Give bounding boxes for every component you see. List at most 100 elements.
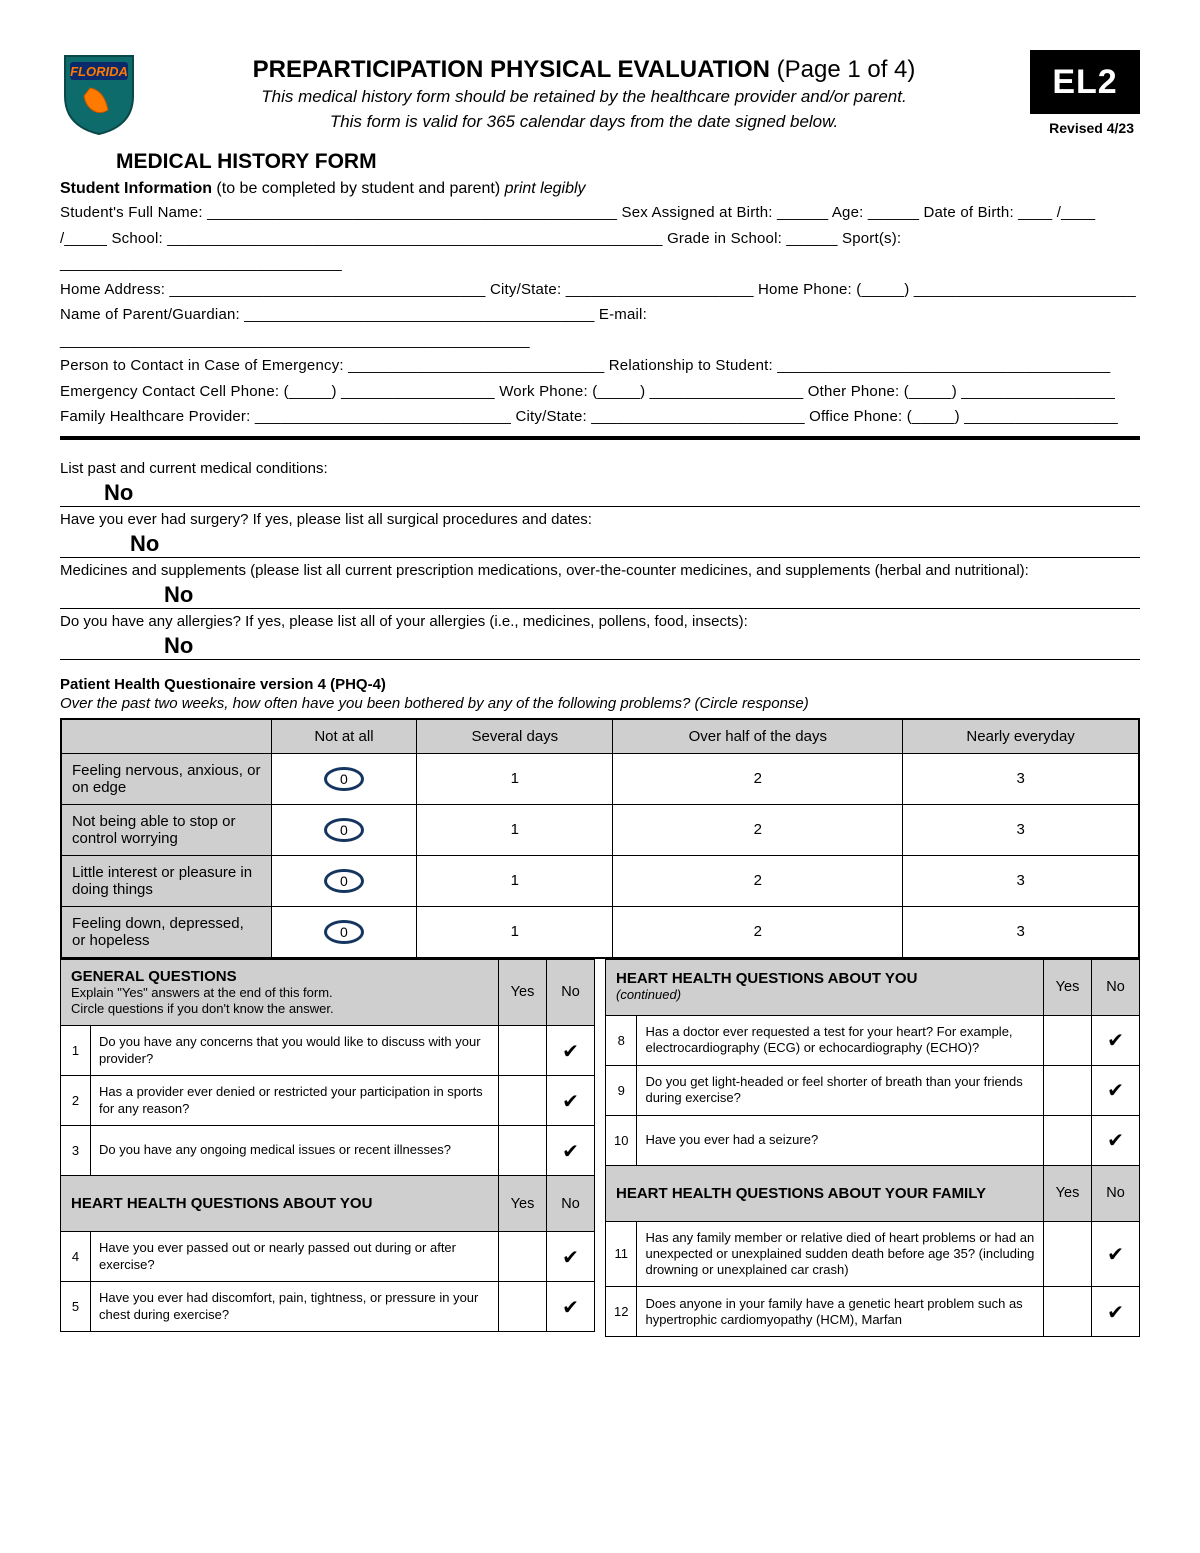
heart-you-title: HEART HEALTH QUESTIONS ABOUT YOU [71, 1195, 488, 1212]
q-yes[interactable] [1044, 1115, 1092, 1165]
page-title: PREPARTICIPATION PHYSICAL EVALUATION (Pa… [156, 56, 1012, 84]
q-num: 3 [61, 1126, 91, 1176]
circled-response: 0 [324, 869, 364, 893]
phq-cell[interactable]: 2 [613, 753, 903, 804]
field-line-7[interactable]: Person to Contact in Case of Emergency: … [60, 353, 1140, 379]
q-yes[interactable] [499, 1232, 547, 1282]
free-a2-line[interactable]: No [60, 532, 1140, 558]
phq-row-2: Little interest or pleasure in doing thi… [61, 855, 1139, 906]
heart-you-header: HEART HEALTH QUESTIONS ABOUT YOU [61, 1176, 499, 1232]
q-no[interactable] [1092, 1287, 1140, 1337]
phq-cell[interactable]: 1 [417, 855, 613, 906]
phq-cell[interactable]: 0 [271, 804, 417, 855]
free-q4: Do you have any allergies? If yes, pleas… [60, 613, 1140, 630]
phq-cell[interactable]: 0 [271, 906, 417, 958]
phq-cell[interactable]: 1 [417, 906, 613, 958]
field-line-1[interactable]: Student's Full Name: ___________________… [60, 200, 1140, 226]
phq-cell[interactable]: 2 [613, 906, 903, 958]
q-no[interactable] [1092, 1065, 1140, 1115]
yes-header: Yes [499, 1176, 547, 1232]
phq-row-1: Not being able to stop or control worryi… [61, 804, 1139, 855]
q-yes[interactable] [1044, 1221, 1092, 1287]
general-title: GENERAL QUESTIONS [71, 968, 488, 985]
q-yes[interactable] [499, 1282, 547, 1332]
phq-cell[interactable]: 2 [613, 855, 903, 906]
free-a3: No [164, 582, 193, 608]
field-line-2[interactable]: /_____ School: _________________________… [60, 226, 1140, 252]
q-num: 10 [606, 1115, 637, 1165]
q-text: Have you ever had discomfort, pain, tigh… [91, 1282, 499, 1332]
phq-cell[interactable]: 3 [903, 753, 1139, 804]
q-no[interactable] [547, 1076, 595, 1126]
section-heading: MEDICAL HISTORY FORM [116, 150, 1140, 174]
q-no[interactable] [547, 1026, 595, 1076]
phq-row-label: Feeling nervous, anxious, or on edge [61, 753, 271, 804]
general-sub1: Explain "Yes" answers at the end of this… [71, 985, 488, 1001]
field-line-8[interactable]: Emergency Contact Cell Phone: (_____) __… [60, 379, 1140, 405]
q-text: Has a doctor ever requested a test for y… [637, 1015, 1044, 1065]
subtitle-1: This medical history form should be reta… [156, 86, 1012, 109]
phq-row-label: Little interest or pleasure in doing thi… [61, 855, 271, 906]
field-line-4[interactable]: Home Address: __________________________… [60, 277, 1140, 303]
free-a1-line[interactable]: No [60, 481, 1140, 507]
free-q1: List past and current medical conditions… [60, 460, 1140, 477]
q-no[interactable] [1092, 1221, 1140, 1287]
heart-cont-sub: (continued) [616, 987, 1033, 1003]
question-row: 5 Have you ever had discomfort, pain, ti… [61, 1282, 595, 1332]
q-yes[interactable] [1044, 1065, 1092, 1115]
q-no[interactable] [1092, 1015, 1140, 1065]
phq-cell[interactable]: 0 [271, 753, 417, 804]
phq-cell[interactable]: 2 [613, 804, 903, 855]
student-fields: Student's Full Name: ___________________… [60, 200, 1140, 430]
phq-subtitle: Over the past two weeks, how often have … [60, 695, 1140, 712]
q-no[interactable] [547, 1126, 595, 1176]
q-num: 9 [606, 1065, 637, 1115]
q-no[interactable] [547, 1282, 595, 1332]
q-text: Does anyone in your family have a geneti… [637, 1287, 1044, 1337]
q-num: 4 [61, 1232, 91, 1282]
q-num: 12 [606, 1287, 637, 1337]
free-a3-line[interactable]: No [60, 583, 1140, 609]
no-header: No [547, 1176, 595, 1232]
phq-col-1: Several days [417, 719, 613, 754]
q-no[interactable] [547, 1232, 595, 1282]
phq-row-label: Feeling down, depressed, or hopeless [61, 906, 271, 958]
phq-col-0: Not at all [271, 719, 417, 754]
phq-cell[interactable]: 1 [417, 804, 613, 855]
phq-cell[interactable]: 3 [903, 804, 1139, 855]
phq-title: Patient Health Questionaire version 4 (P… [60, 676, 1140, 693]
field-line-6[interactable]: ________________________________________… [60, 328, 1140, 354]
q-no[interactable] [1092, 1115, 1140, 1165]
yes-header: Yes [1044, 959, 1092, 1015]
phq-cell[interactable]: 3 [903, 855, 1139, 906]
q-text: Have you ever passed out or nearly passe… [91, 1232, 499, 1282]
heart-family-title: HEART HEALTH QUESTIONS ABOUT YOUR FAMILY [616, 1185, 1033, 1202]
q-num: 1 [61, 1026, 91, 1076]
q-yes[interactable] [499, 1126, 547, 1176]
phq-col-2: Over half of the days [613, 719, 903, 754]
q-num: 8 [606, 1015, 637, 1065]
q-num: 5 [61, 1282, 91, 1332]
free-a4-line[interactable]: No [60, 634, 1140, 660]
q-yes[interactable] [1044, 1015, 1092, 1065]
question-row: 12 Does anyone in your family have a gen… [606, 1287, 1140, 1337]
phq-row-0: Feeling nervous, anxious, or on edge 0 1… [61, 753, 1139, 804]
phq-col-3: Nearly everyday [903, 719, 1139, 754]
revised-label: Revised 4/23 [1030, 120, 1140, 136]
phq-cell[interactable]: 0 [271, 855, 417, 906]
q-yes[interactable] [499, 1026, 547, 1076]
general-header: GENERAL QUESTIONS Explain "Yes" answers … [61, 959, 499, 1026]
phq-cell[interactable]: 3 [903, 906, 1139, 958]
heart-questions-table: HEART HEALTH QUESTIONS ABOUT YOU (contin… [605, 959, 1140, 1338]
q-yes[interactable] [499, 1076, 547, 1126]
phq-cell[interactable]: 1 [417, 753, 613, 804]
circled-response: 0 [324, 818, 364, 842]
field-line-3[interactable]: _________________________________ [60, 251, 1140, 277]
florida-logo: FLORIDA [60, 50, 138, 136]
field-line-9[interactable]: Family Healthcare Provider: ____________… [60, 404, 1140, 430]
q-yes[interactable] [1044, 1287, 1092, 1337]
field-line-5[interactable]: Name of Parent/Guardian: _______________… [60, 302, 1140, 328]
q-text: Have you ever had a seizure? [637, 1115, 1044, 1165]
question-row: 1 Do you have any concerns that you woul… [61, 1026, 595, 1076]
question-row: 2 Has a provider ever denied or restrict… [61, 1076, 595, 1126]
